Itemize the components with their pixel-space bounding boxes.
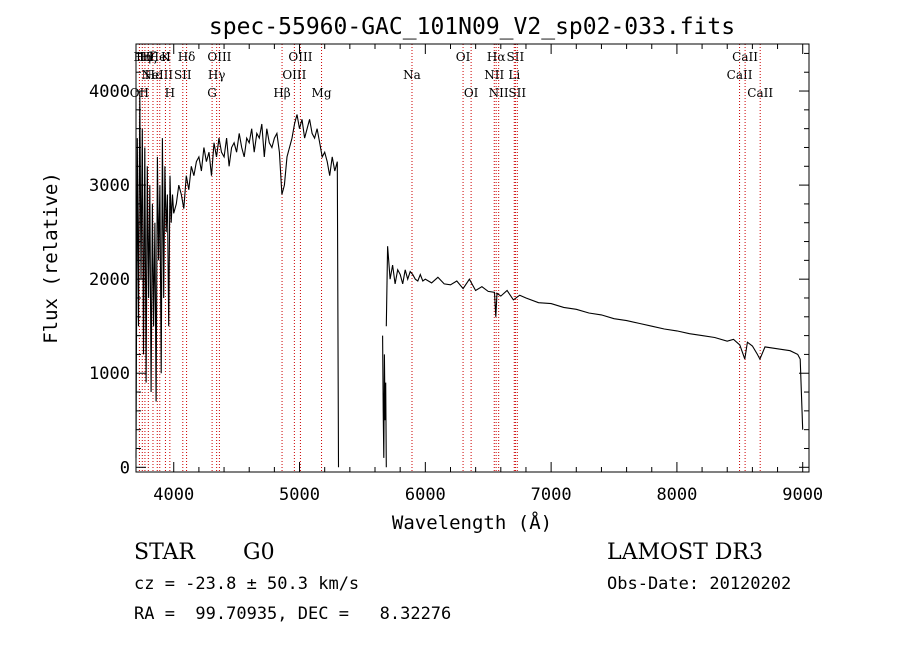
spectral-line-label: SII [507,50,525,64]
y-axis-label: Flux (relative) [40,172,62,344]
spectrum-line [382,335,387,468]
x-tick-label: 8000 [656,485,697,505]
spectral-line-label: Mg [312,86,332,100]
spectral-line-label: K [161,50,171,64]
coordinates-text: RA = 99.70935, DEC = 8.32276 [134,604,452,624]
x-tick-label: 9000 [782,485,823,505]
spectral-line-label: OIII [282,68,306,82]
object-class: STAR [134,540,195,565]
survey-name: LAMOST DR3 [607,540,763,565]
spectral-line-label: Li [508,68,520,82]
spectral-line-label: Hβ [273,86,290,100]
spectrum-series-layer [135,90,804,468]
spectral-line-label: G [207,86,217,100]
redshift-text: cz = -23.8 ± 50.3 km/s [134,574,360,594]
spectral-line-label: OIII [288,50,312,64]
spectrum-line [385,246,804,430]
spectral-line-label: Hγ [208,68,226,82]
spectral-line-label: OI [456,50,471,64]
axes-layer: 4000 5000 6000 7000 8000 9000 0 1000 2000 3000 400… [89,44,823,505]
emission-lines-layer: OIIHηHθHζHεNeIIIHeIKHSIIHδGHγOIIIHβOIIIO… [130,44,773,472]
spectral-line-label: Hα [487,50,506,64]
spectral-line-label: NeIII [141,68,173,82]
y-tick-label: 1000 [89,364,130,384]
x-tick-label: 4000 [153,485,194,505]
spectral-line-label: NII [484,68,504,82]
y-tick-label: 0 [120,458,130,478]
x-axis-label: Wavelength (Å) [392,511,552,534]
y-tick-label: 3000 [89,176,130,196]
spectral-subclass: G0 [243,540,275,565]
spectral-line-label: Hδ [178,50,196,64]
x-tick-label: 5000 [279,485,320,505]
spectral-line-label: Na [403,68,421,82]
spectral-line-label: SII [508,86,526,100]
x-tick-label: 7000 [531,485,572,505]
spectral-line-label: SII [174,68,192,82]
spectral-line-label: CaII [747,86,773,100]
spectral-line-label: CaII [727,68,753,82]
spectral-line-label: OI [464,86,479,100]
x-tick-label: 6000 [405,485,446,505]
spectrum-line [135,90,340,468]
spectral-line-label: CaII [732,50,758,64]
chart-title: spec-55960-GAC_101N09_V2_sp02-033.fits [209,14,735,40]
y-tick-label: 4000 [89,82,130,102]
plot-frame [135,43,810,473]
spectral-line-label: H [165,86,175,100]
spectral-line-label: NII [489,86,509,100]
spectral-line-label: OIII [207,50,231,64]
y-tick-label: 2000 [89,270,130,290]
obs-date-text: Obs-Date: 20120202 [607,574,792,594]
